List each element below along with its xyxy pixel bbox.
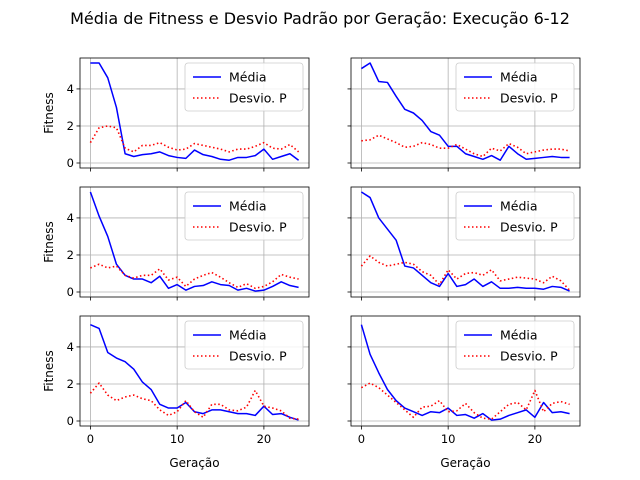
- legend-label: Média: [500, 328, 538, 343]
- legend: Média Desvio. P: [184, 62, 304, 112]
- axes-frame: [350, 315, 581, 427]
- legend-label: Desvio. P: [229, 220, 287, 235]
- series-line-media: [360, 324, 570, 421]
- legend: Média Desvio. P: [455, 320, 575, 370]
- legend-label: Média: [229, 70, 267, 85]
- y-tick-label: 4: [67, 211, 74, 225]
- subplot-row2-col1: 0 2 4 Fitness Média Desvio. P: [42, 186, 310, 301]
- y-tick-label: 4: [67, 340, 74, 354]
- legend-box: [455, 191, 575, 241]
- series-line-media: [90, 324, 299, 421]
- x-tick-label: 20: [257, 432, 272, 446]
- x-tick-label: 20: [528, 432, 543, 446]
- series-line-desvio: [90, 263, 299, 290]
- axes-frame: [350, 186, 581, 298]
- legend: Média Desvio. P: [184, 191, 304, 241]
- legend-label: Média: [500, 199, 538, 214]
- y-axis-label: Fitness: [42, 350, 56, 392]
- x-tick-label: 10: [170, 432, 185, 446]
- series-line-desvio: [361, 134, 570, 158]
- figure-title: Média de Fitness e Desvio Padrão por Ger…: [70, 9, 570, 28]
- x-tick-label: 0: [358, 432, 365, 446]
- x-tick-label: 10: [441, 432, 456, 446]
- subplot-row3-col2: 0 10 20 Geração Média Desvio. P: [347, 315, 581, 470]
- legend-label: Média: [500, 70, 538, 85]
- axes-frame: [79, 57, 310, 169]
- x-axis-label: Geração: [440, 456, 490, 470]
- axes-frame: [79, 315, 310, 427]
- x-axis-label: Geração: [169, 456, 219, 470]
- legend-label: Desvio. P: [500, 349, 558, 364]
- legend-box: [184, 320, 304, 370]
- y-tick-label: 2: [67, 248, 74, 262]
- legend-box: [184, 191, 304, 241]
- series-line-desvio: [89, 382, 299, 420]
- subplot-row3-col1: 0 10 20 0 2 4 Fitness Geração Média Desvio. P: [42, 315, 310, 470]
- subplot-row2-col2: Média Desvio. P: [347, 186, 581, 301]
- subplot-row1-col2: Média Desvio. P: [347, 57, 581, 172]
- x-tick-label: 0: [87, 432, 94, 446]
- legend: Média Desvio. P: [184, 320, 304, 370]
- y-tick-label: 0: [67, 414, 74, 428]
- axes-frame: [79, 186, 310, 298]
- y-tick-label: 0: [67, 285, 74, 299]
- legend-box: [455, 320, 575, 370]
- axes-frame: [350, 57, 581, 169]
- y-tick-label: 2: [67, 119, 74, 133]
- legend: Média Desvio. P: [455, 191, 575, 241]
- series-line-media: [90, 62, 300, 161]
- y-tick-label: 0: [67, 156, 74, 170]
- y-axis-label: Fitness: [42, 92, 56, 134]
- legend-label: Média: [229, 328, 267, 343]
- legend-box: [455, 62, 575, 112]
- legend: Média Desvio. P: [455, 62, 575, 112]
- legend-label: Desvio. P: [229, 349, 287, 364]
- y-axis-label: Fitness: [42, 221, 56, 263]
- legend-label: Desvio. P: [500, 91, 558, 106]
- subplot-row1-col1: 0 2 4 Fitness Média Desvio. P: [42, 57, 310, 172]
- y-tick-label: 4: [67, 82, 74, 96]
- series-line-media: [361, 62, 570, 161]
- series-line-desvio: [361, 382, 570, 420]
- series-line-desvio: [89, 125, 300, 153]
- legend-label: Média: [229, 199, 267, 214]
- y-tick-label: 2: [67, 377, 74, 391]
- legend-label: Desvio. P: [229, 91, 287, 106]
- legend-label: Desvio. P: [500, 220, 558, 235]
- series-line-media: [361, 191, 570, 292]
- legend-box: [184, 62, 304, 112]
